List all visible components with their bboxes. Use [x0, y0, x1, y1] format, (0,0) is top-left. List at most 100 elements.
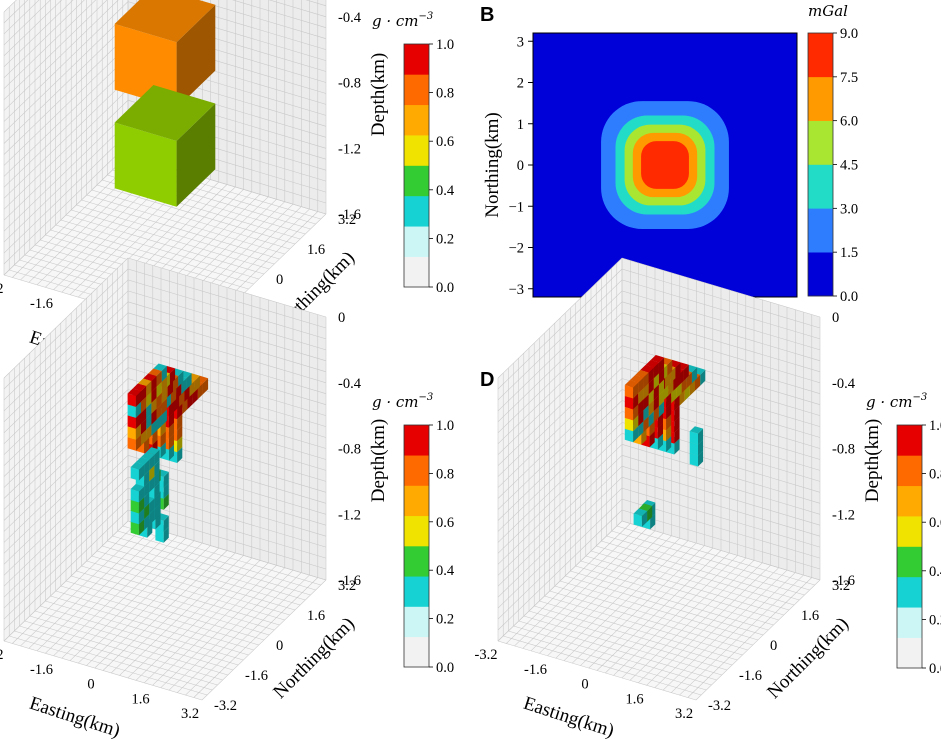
- d-voxel-top: [635, 370, 649, 378]
- d-voxel-side: [649, 431, 655, 448]
- d-voxel-side: [643, 416, 649, 433]
- b-y-tick: 0: [517, 158, 524, 174]
- c-voxel-side: [146, 424, 152, 441]
- d-voxel-side: [698, 428, 704, 445]
- d-voxel-side: [666, 414, 672, 431]
- d-voxel-side: [666, 403, 672, 420]
- d-voxel-side: [657, 422, 663, 439]
- c-grid-line: [201, 579, 327, 701]
- a-colorbar-frame: [403, 43, 430, 288]
- a-upper-prism-front: [114, 23, 177, 109]
- c-xlabel: Easting(km): [27, 693, 123, 739]
- c-voxel-side: [149, 454, 155, 471]
- d-voxel-side: [675, 362, 681, 379]
- c-voxel-side: [177, 447, 183, 463]
- d-colorbar-label: 0.4: [929, 564, 941, 580]
- c-voxel-front: [130, 510, 139, 525]
- c-colorbar-unit: g · cm−3: [372, 392, 433, 411]
- d-grid-line: [497, 279, 623, 401]
- c-voxel-top: [130, 484, 145, 492]
- c-voxel-side: [163, 493, 169, 510]
- b-colorbar-label: 9.0: [840, 26, 858, 42]
- c-voxel-side: [156, 414, 162, 431]
- c-grid-line: [117, 530, 316, 591]
- c-colorbar-band: [404, 515, 429, 547]
- c-voxel-side: [138, 519, 145, 536]
- c-voxel-front: [155, 529, 164, 543]
- b-y-tick: −1: [509, 199, 524, 215]
- c-voxel-side: [177, 436, 183, 453]
- d-voxel-side: [643, 372, 649, 389]
- d-colorbar-band: [897, 485, 922, 517]
- d-colorbar-band: [897, 607, 922, 638]
- c-z-tick: -0.8: [338, 442, 361, 458]
- c-voxel-side: [163, 526, 169, 543]
- b-y-tick: 3: [517, 34, 524, 50]
- panel-c-3d-inversion: -3.2 -1.6 0 1.6 3.2 -3.2 -1.6 0 1.6 3.2 0 -0.4 -0.8 -…: [0, 257, 455, 739]
- a-y-tick: 0: [276, 272, 283, 288]
- a-colorbar-label: 0.4: [436, 183, 455, 199]
- c-voxel-side: [146, 381, 152, 397]
- d-voxel-side: [674, 405, 680, 422]
- b-colorbar-unit: mGal: [808, 2, 848, 20]
- d-colorbar-label: 0.0: [929, 661, 941, 677]
- d-grid-line: [621, 290, 821, 351]
- d-voxel-side: [666, 436, 672, 453]
- d-colorbar-band: [897, 516, 922, 547]
- c-voxel-side: [141, 396, 147, 413]
- c-voxel-side: [149, 498, 155, 515]
- c-grid-line: [127, 290, 327, 351]
- d-voxel-side: [648, 389, 654, 406]
- c-voxel-side: [156, 392, 162, 409]
- d-grid-line: [621, 301, 821, 362]
- d-voxel-front: [624, 385, 634, 399]
- c-x-tick: -3.2: [0, 647, 3, 663]
- c-voxel-side: [160, 431, 166, 448]
- a-grid-line: [3, 0, 74, 67]
- c-grid-line: [127, 268, 327, 329]
- c-voxel-top: [143, 373, 157, 381]
- d-grid-line: [497, 268, 623, 390]
- c-grid-line: [3, 290, 129, 412]
- c-grid-line: [112, 535, 311, 596]
- c-voxel-side: [151, 397, 157, 414]
- c-voxel-side: [151, 386, 157, 403]
- c-ylabel: Northing(km): [269, 613, 358, 702]
- d-voxel-top: [645, 360, 659, 368]
- d-grid-line: [695, 579, 821, 701]
- d-colorbar-band: [897, 455, 922, 487]
- a-colorbar-band: [404, 44, 429, 75]
- a-colorbar-label: 0.2: [436, 231, 454, 247]
- d-voxel-front: [689, 442, 698, 456]
- c-colorbar-label: 0.0: [436, 660, 454, 676]
- c-voxel-side: [154, 460, 160, 477]
- c-voxel-top: [153, 363, 167, 371]
- c-voxel-side: [135, 412, 141, 429]
- d-voxel-side: [638, 421, 644, 438]
- d-x-tick: 1.6: [625, 691, 643, 707]
- b-colorbar-label: 4.5: [840, 158, 858, 174]
- c-x-tick: 1.6: [131, 691, 149, 707]
- c-voxel-side: [146, 402, 152, 419]
- c-voxel-side: [141, 418, 147, 435]
- d-y-tick: 1.6: [801, 608, 819, 624]
- d-ylabel: Northing(km): [763, 613, 852, 702]
- d-voxel-top: [633, 508, 648, 516]
- d-voxel-side: [653, 395, 659, 412]
- c-voxel-front: [127, 437, 136, 451]
- d-colorbar-band: [897, 637, 922, 669]
- a-colorbar-band: [404, 226, 429, 257]
- c-voxel-side: [161, 387, 167, 404]
- c-voxel-side: [144, 503, 150, 520]
- d-z-tick: 0: [832, 310, 839, 326]
- b-contour-level: [641, 141, 689, 189]
- a-z-tick: -1.6: [338, 207, 361, 223]
- a-colorbar-band: [404, 104, 429, 136]
- d-colorbar-band: [897, 546, 922, 578]
- d-voxel-side: [638, 377, 644, 394]
- d-voxel-side: [683, 364, 689, 381]
- c-grid-line: [3, 268, 129, 390]
- a-grid-line: [3, 0, 85, 78]
- d-voxel-side: [666, 425, 672, 442]
